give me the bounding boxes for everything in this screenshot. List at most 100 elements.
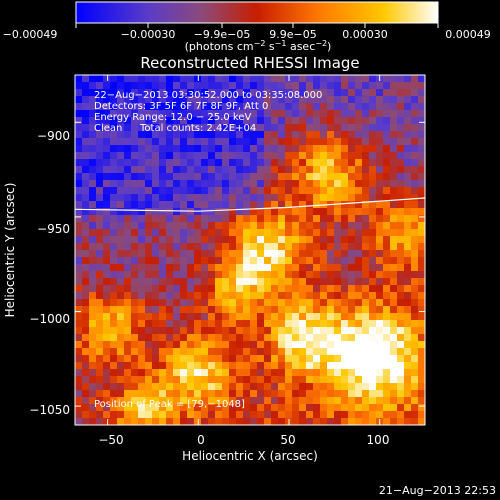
heatmap-cell xyxy=(208,341,216,349)
heatmap-cell xyxy=(194,131,202,139)
heatmap-cell xyxy=(383,187,391,195)
heatmap-cell xyxy=(138,306,146,314)
x-tick-label: 100 xyxy=(367,433,390,447)
heatmap-cell xyxy=(138,292,146,300)
heatmap-cell xyxy=(320,257,328,265)
heatmap-cell xyxy=(152,222,160,230)
heatmap-cell xyxy=(124,236,132,244)
heatmap-cell xyxy=(362,131,370,139)
heatmap-cell xyxy=(194,285,202,293)
heatmap-cell xyxy=(194,194,202,202)
heatmap-cell xyxy=(243,327,251,335)
heatmap-cell xyxy=(96,271,104,279)
heatmap-cell xyxy=(292,320,300,328)
heatmap-cell xyxy=(138,320,146,328)
heatmap-cell xyxy=(348,194,356,202)
heatmap-cell xyxy=(145,159,153,167)
heatmap-cell xyxy=(355,383,363,391)
heatmap-cell xyxy=(96,404,104,412)
heatmap-cell xyxy=(306,369,314,377)
heatmap-cell xyxy=(299,236,307,244)
heatmap-cell xyxy=(362,404,370,412)
heatmap-cell xyxy=(166,278,174,286)
heatmap-cell xyxy=(383,152,391,160)
heatmap-cell xyxy=(362,264,370,272)
heatmap-cell xyxy=(418,299,425,307)
heatmap-cell xyxy=(110,89,118,97)
heatmap-cell xyxy=(124,327,132,335)
heatmap-cell xyxy=(383,180,391,188)
heatmap-cell xyxy=(327,194,335,202)
heatmap-cell xyxy=(208,299,216,307)
heatmap-cell xyxy=(327,271,335,279)
heatmap-cell xyxy=(278,257,286,265)
heatmap-cell xyxy=(89,390,97,398)
heatmap-cell xyxy=(138,201,146,209)
heatmap-cell xyxy=(138,271,146,279)
heatmap-cell xyxy=(355,180,363,188)
heatmap-cell xyxy=(250,355,258,363)
heatmap-cell xyxy=(369,404,377,412)
heatmap-cell xyxy=(89,285,97,293)
heatmap-cell xyxy=(110,278,118,286)
heatmap-cell xyxy=(397,320,405,328)
heatmap-cell xyxy=(201,75,209,83)
heatmap-cell xyxy=(271,306,279,314)
heatmap-cell xyxy=(348,124,356,132)
heatmap-cell xyxy=(334,418,342,425)
heatmap-cell xyxy=(264,306,272,314)
heatmap-cell xyxy=(390,166,398,174)
heatmap-cell xyxy=(257,418,265,425)
heatmap-cell xyxy=(411,411,419,419)
heatmap-cell xyxy=(159,383,167,391)
heatmap-cell xyxy=(138,229,146,237)
heatmap-cell xyxy=(397,229,405,237)
heatmap-cell xyxy=(215,334,223,342)
heatmap-cell xyxy=(376,180,384,188)
heatmap-cell xyxy=(173,369,181,377)
heatmap-cell xyxy=(229,411,237,419)
heatmap-cell xyxy=(82,250,90,258)
heatmap-cell xyxy=(152,271,160,279)
heatmap-cell xyxy=(397,152,405,160)
heatmap-cell xyxy=(264,348,272,356)
heatmap-cell xyxy=(383,75,391,83)
heatmap-cell xyxy=(306,306,314,314)
heatmap-cell xyxy=(278,411,286,419)
heatmap-cell xyxy=(264,257,272,265)
heatmap-cell xyxy=(243,285,251,293)
heatmap-cell xyxy=(306,362,314,370)
heatmap-cell xyxy=(187,418,195,425)
heatmap-cell xyxy=(313,369,321,377)
heatmap-cell xyxy=(250,145,258,153)
heatmap-cell xyxy=(404,222,412,230)
heatmap-cell xyxy=(411,285,419,293)
heatmap-cell xyxy=(243,138,251,146)
heatmap-cell xyxy=(362,82,370,90)
heatmap-cell xyxy=(96,418,104,425)
heatmap-cell xyxy=(341,376,349,384)
heatmap-cell xyxy=(124,362,132,370)
heatmap-cell xyxy=(369,376,377,384)
heatmap-cell xyxy=(411,173,419,181)
heatmap-cell xyxy=(215,418,223,425)
heatmap-cell xyxy=(348,376,356,384)
heatmap-cell xyxy=(418,306,425,314)
heatmap-cell xyxy=(250,180,258,188)
heatmap-cell xyxy=(138,411,146,419)
heatmap-cell xyxy=(299,96,307,104)
heatmap-cell xyxy=(159,201,167,209)
heatmap-cell xyxy=(145,271,153,279)
heatmap-cell xyxy=(222,397,230,405)
heatmap-cell xyxy=(201,376,209,384)
heatmap-cell xyxy=(243,131,251,139)
heatmap-cell xyxy=(271,411,279,419)
heatmap-cell xyxy=(257,180,265,188)
heatmap-cell xyxy=(103,89,111,97)
heatmap-cell xyxy=(404,292,412,300)
heatmap-cell xyxy=(271,89,279,97)
heatmap-cell xyxy=(355,222,363,230)
heatmap-cell xyxy=(299,411,307,419)
heatmap-cell xyxy=(159,159,167,167)
heatmap-cell xyxy=(187,411,195,419)
